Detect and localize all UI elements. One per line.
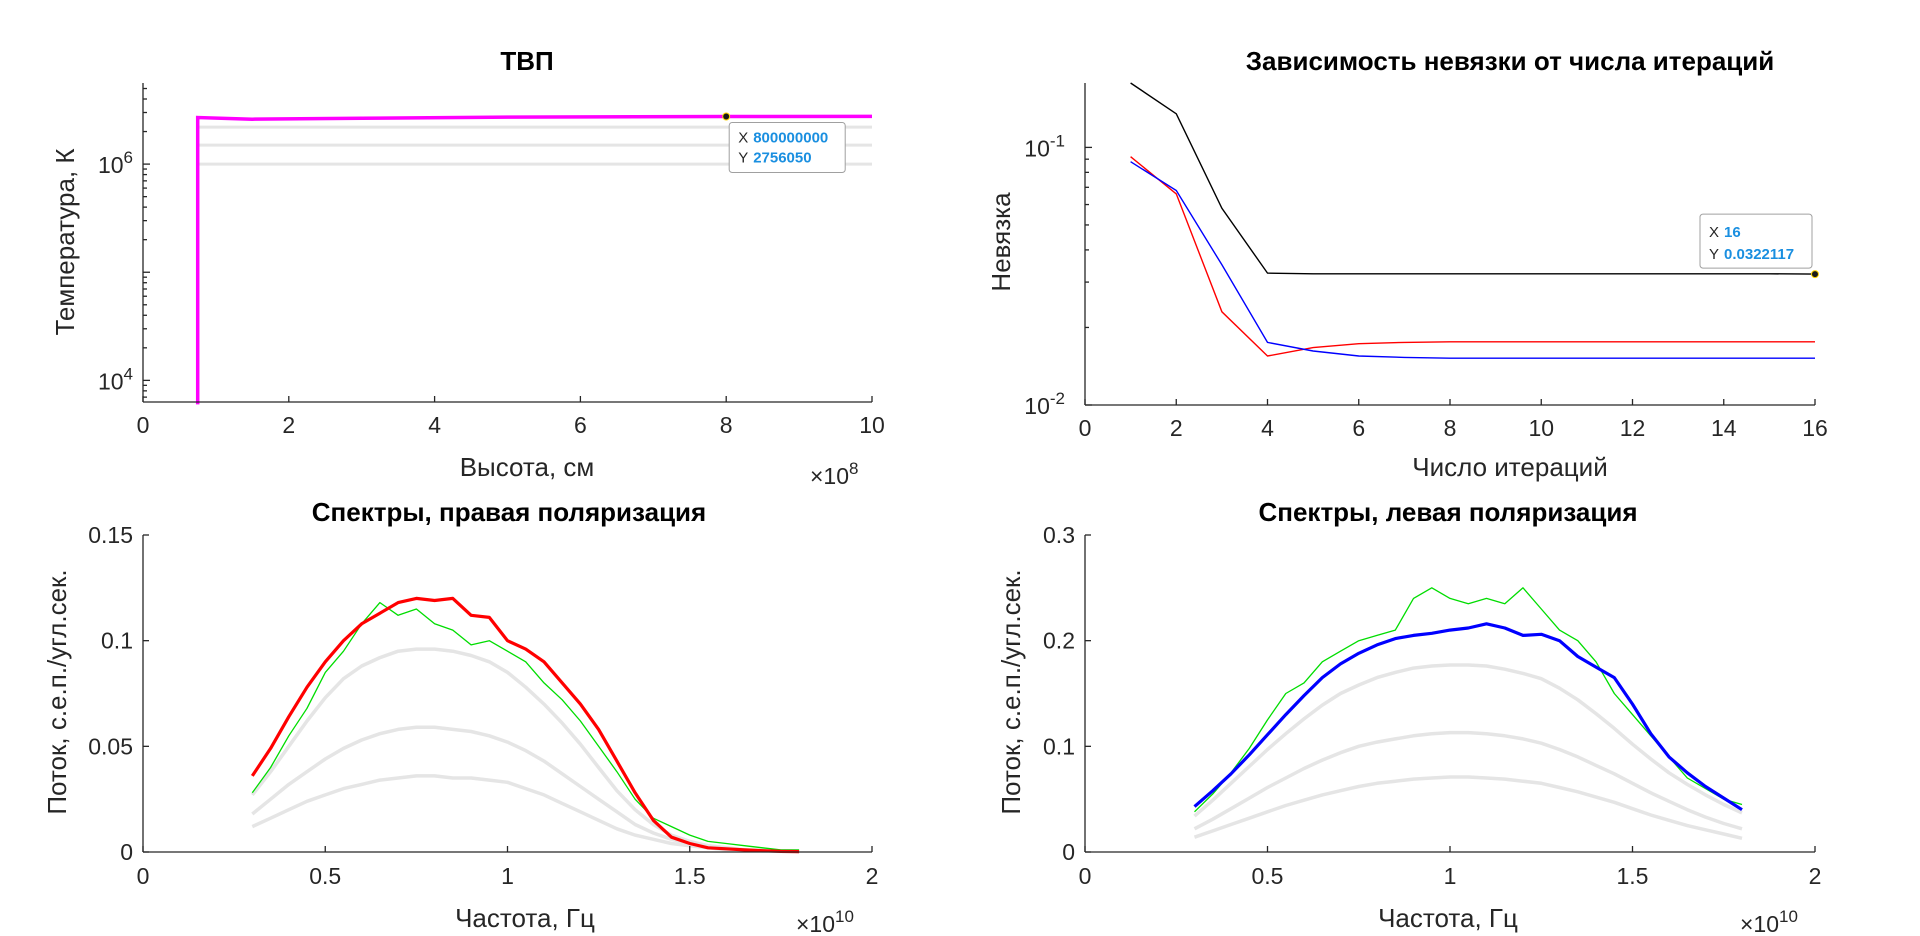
x-tick-label: 0.5 (309, 863, 341, 889)
y-tick-label: 106 (98, 148, 133, 178)
x-tick-label: 1 (1444, 863, 1457, 889)
x-tick-label: 0 (137, 412, 150, 438)
ticks-layer: 0 0.5 1 1.5 2 0 0.1 0.2 0.3 (1043, 522, 1821, 889)
y-tick-label: 0 (1062, 839, 1075, 865)
series-line (251, 601, 800, 851)
x-tick-label: 10 (859, 412, 885, 438)
y-axis-label: Температура, К (50, 148, 80, 335)
x-axis-exponent: ×1010 (796, 907, 854, 936)
x-tick-label: 2 (1809, 863, 1822, 889)
y-tick-label: 104 (98, 364, 133, 394)
x-tick-label: 6 (1352, 415, 1365, 441)
x-tick-label: 1.5 (674, 863, 706, 889)
chart-title: Зависимость невязки от числа итераций (1246, 46, 1775, 76)
x-axis-exponent: ×108 (810, 459, 858, 489)
x-tick-label: 10 (1528, 415, 1554, 441)
datatip[interactable]: X 800000000 Y 2756050 (722, 112, 846, 173)
series-line (250, 596, 800, 854)
datatip[interactable]: X 16 Y 0.0322117 (1699, 213, 1819, 279)
x-tick-label: 1.5 (1617, 863, 1649, 889)
series-line (251, 774, 800, 854)
datatip-x-label: X (738, 129, 748, 146)
x-tick-label: 2 (1170, 415, 1183, 441)
chart-spectrum-left: Спектры, левая поляризация Частота, Гц П… (996, 497, 1821, 936)
x-tick-label: 6 (574, 412, 587, 438)
chart-temperature-profile: ТВП Высота, см Температура, К ×108 0 2 4 6 8… (50, 46, 885, 489)
x-axis-exponent: ×1010 (1740, 907, 1798, 936)
y-tick-label: 0.1 (101, 628, 133, 654)
x-axis-label: Частота, Гц (1378, 903, 1518, 933)
y-axis-label: Поток, с.е.п./угл.сек. (42, 569, 72, 814)
chart-title: Спектры, левая поляризация (1258, 497, 1637, 527)
datatip-y-label: Y (1709, 246, 1719, 263)
ticks-layer: 0 0.5 1 1.5 2 0 0.05 0.1 0.15 (88, 522, 878, 889)
series-line (1193, 775, 1743, 841)
chart-title: Спектры, правая поляризация (312, 497, 706, 527)
ticks-layer: 0 2 4 6 8 10 12 14 16 10-2 10-1 (1024, 131, 1828, 441)
series-line (1193, 663, 1743, 818)
series-line (250, 647, 800, 854)
x-tick-label: 2 (282, 412, 295, 438)
x-tick-label: 4 (1261, 415, 1274, 441)
series-line (1130, 82, 1816, 275)
x-tick-label: 0 (1079, 863, 1092, 889)
series-layer (250, 596, 800, 854)
chart-spectrum-right: Спектры, правая поляризация Частота, Гц … (42, 497, 878, 936)
x-tick-label: 16 (1802, 415, 1828, 441)
x-axis-label: Число итераций (1412, 452, 1607, 482)
x-tick-label: 1 (501, 863, 514, 889)
datatip-y-label: Y (738, 149, 748, 166)
y-tick-label: 10-2 (1024, 389, 1065, 419)
x-tick-label: 0 (1079, 415, 1092, 441)
datatip-marker[interactable] (722, 112, 731, 121)
datatip-x-value: 16 (1724, 224, 1741, 241)
datatip-y-value: 0.0322117 (1724, 246, 1794, 263)
x-tick-label: 2 (866, 863, 879, 889)
x-tick-label: 8 (720, 412, 733, 438)
datatip-x-value: 800000000 (753, 129, 828, 146)
series-line (1193, 622, 1743, 812)
x-tick-label: 0 (137, 863, 150, 889)
series-line (1130, 161, 1815, 359)
datatip-x-label: X (1709, 224, 1719, 241)
series-line (1130, 156, 1815, 357)
x-tick-label: 14 (1711, 415, 1737, 441)
datatip-box (1699, 213, 1813, 269)
datatip-marker[interactable] (1811, 270, 1819, 279)
x-tick-label: 12 (1620, 415, 1646, 441)
series-layer (1130, 82, 1816, 359)
y-tick-label: 0 (120, 839, 133, 865)
x-axis-label: Высота, см (460, 452, 595, 482)
y-tick-label: 0.3 (1043, 522, 1075, 548)
x-tick-label: 8 (1444, 415, 1457, 441)
y-axis-label: Невязка (986, 192, 1016, 292)
x-tick-label: 0.5 (1252, 863, 1284, 889)
x-axis-label: Частота, Гц (455, 903, 595, 933)
chart-residual-vs-iterations: Зависимость невязки от числа итераций Чи… (986, 46, 1828, 482)
series-line (1193, 730, 1743, 831)
ticks-layer: 0 2 4 6 8 10 104 106 (98, 87, 885, 438)
datatip-box (728, 121, 846, 173)
x-tick-label: 4 (428, 412, 441, 438)
y-tick-label: 0.2 (1043, 628, 1075, 654)
y-tick-label: 0.15 (88, 522, 133, 548)
datatip-y-value: 2756050 (753, 149, 811, 166)
series-layer (1193, 587, 1743, 841)
y-tick-label: 10-1 (1024, 131, 1065, 161)
chart-title: ТВП (500, 46, 553, 76)
y-tick-label: 0.05 (88, 733, 133, 759)
y-tick-label: 0.1 (1043, 733, 1075, 759)
y-axis-label: Поток, с.е.п./угл.сек. (996, 569, 1026, 814)
